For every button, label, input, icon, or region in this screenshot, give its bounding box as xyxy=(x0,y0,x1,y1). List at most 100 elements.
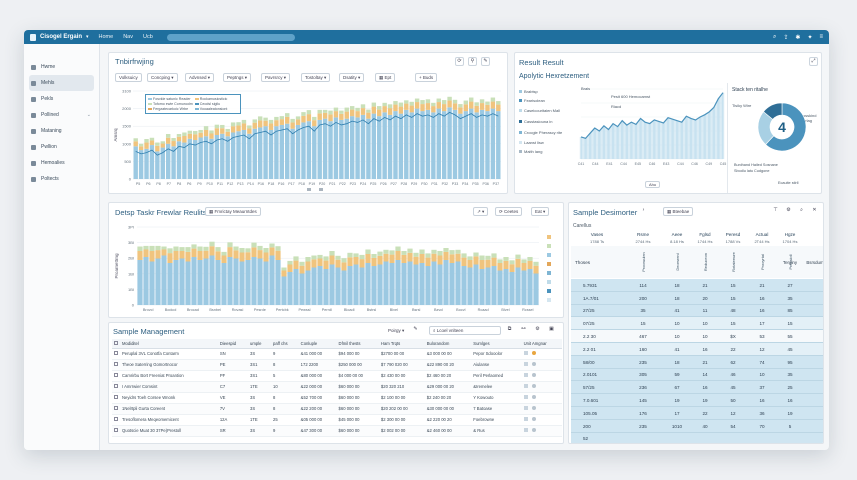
column-header[interactable]: Ham Trqts xyxy=(378,339,425,349)
table-row[interactable]: Neyidrs Toeh Corsee Wnonk VE 3S 8 &52 700 00… xyxy=(112,392,562,404)
beebae-button[interactable]: ▦ Bteebae xyxy=(663,207,694,216)
row-action-icon[interactable] xyxy=(523,417,528,421)
global-search-input[interactable] xyxy=(166,33,295,41)
search-icon[interactable]: ⌕ xyxy=(773,33,777,40)
row-checkbox[interactable] xyxy=(112,403,120,415)
column-header[interactable]: Peresd xyxy=(725,232,741,237)
table-row[interactable]: Tresoflomera Meqeomemicent 12A 1TE 25 &05 00… xyxy=(112,414,562,426)
column-header[interactable]: paff chs xyxy=(270,339,299,349)
refresh-icon[interactable]: ⟳ xyxy=(455,57,464,66)
toolbar-concping-dropdown[interactable]: Concping ▾ xyxy=(147,73,178,82)
row-action-icon[interactable] xyxy=(523,384,528,388)
row-checkbox[interactable] xyxy=(112,370,120,382)
table-row[interactable]: I Amrrwier Comsint C7 1TE 10 &22 000 00 $60 0… xyxy=(112,381,562,393)
table-row[interactable]: Theoe Saterring Gomortnocor PE 3S1 8 172 220… xyxy=(112,359,562,371)
row-checkbox[interactable] xyxy=(112,348,120,360)
nav-link-home[interactable]: Home xyxy=(98,34,114,40)
toolbar-buds-button[interactable]: + Buds xyxy=(415,73,438,82)
sidebar-item-metrics[interactable]: Mehls xyxy=(29,75,94,91)
delete-icon[interactable]: ▣ xyxy=(547,326,556,335)
table-row[interactable]: Peruplal 3VL Conotfa Contarm SN 3S 9 &41 000… xyxy=(112,348,562,360)
column-header[interactable]: Vases xyxy=(590,232,604,237)
column-header[interactable]: Hgze xyxy=(784,232,796,237)
column-header[interactable]: Dieespid xyxy=(217,339,249,349)
sidebar-item-pavilion[interactable]: Pwllion xyxy=(24,139,99,155)
row-action-icon[interactable] xyxy=(523,373,528,377)
chart-footer-button[interactable]: Ahu xyxy=(645,181,661,188)
filter-dropdown[interactable]: ▦ Fmrictay Meaurntdes xyxy=(205,207,261,216)
row-action-icon[interactable] xyxy=(523,351,528,355)
column-header[interactable]: Unit Amgnar xyxy=(521,339,562,349)
table-row[interactable] xyxy=(571,330,823,343)
sidebar-item-anomalies[interactable]: Hemoalies xyxy=(24,155,99,171)
menu-icon[interactable]: ≡ xyxy=(819,34,823,40)
toolbar-peptngs-dropdown[interactable]: Peptngs ▾ xyxy=(223,73,252,82)
column-header[interactable]: Fglsd xyxy=(699,232,711,237)
column-header[interactable]: Aeee xyxy=(671,232,683,237)
row-checkbox[interactable] xyxy=(112,414,120,426)
table-row[interactable] xyxy=(571,343,823,356)
row-checkbox[interactable] xyxy=(112,392,120,404)
chevron-right-icon[interactable]: › xyxy=(639,207,648,216)
sidebar-item-projects[interactable]: Poltects xyxy=(24,171,99,187)
sidebar-item-home[interactable]: Hwme xyxy=(24,59,99,75)
table-row[interactable] xyxy=(571,291,823,305)
table-row[interactable]: Quotscie Muat 30 37Pe)Prestoll SR 3S 9 &47 3… xyxy=(112,425,562,437)
row-action-icon[interactable] xyxy=(523,395,528,399)
table-row[interactable] xyxy=(571,432,823,443)
column-header[interactable]: Actual xyxy=(755,232,769,237)
export-button[interactable]: Eat ▾ xyxy=(531,207,550,216)
toolbar-advanced-dropdown[interactable]: Advnsed ▾ xyxy=(185,73,215,82)
row-action-icon[interactable] xyxy=(523,362,528,366)
toolbar-pavrsrcy-dropdown[interactable]: Pavrsrcy ▾ xyxy=(261,73,291,82)
copy-icon[interactable]: ⧉ xyxy=(505,326,514,335)
table-row[interactable] xyxy=(571,304,823,318)
table-row[interactable] xyxy=(571,407,823,420)
table-row[interactable] xyxy=(571,368,823,382)
nav-link-nav[interactable]: Nav xyxy=(123,34,133,40)
settings-icon[interactable]: ⚙ xyxy=(533,326,542,335)
settings-icon[interactable]: ✱ xyxy=(795,34,801,41)
chevron-down-icon[interactable]: ⌄ xyxy=(86,112,91,118)
expand-icon[interactable]: ⤢ xyxy=(809,57,818,66)
filter-icon[interactable]: ⊤ xyxy=(771,207,780,216)
pin-icon[interactable]: ⚲ xyxy=(468,57,477,66)
table-row[interactable] xyxy=(571,279,823,292)
app-switcher-chevron-icon[interactable]: ▾ xyxy=(86,34,89,40)
columns-button[interactable]: ⟳ Ceetes xyxy=(495,207,523,216)
table-row[interactable] xyxy=(571,317,823,331)
search-icon[interactable]: ⌕ xyxy=(797,207,806,216)
sidebar-item-pipeline[interactable]: Pollined ⌄ xyxy=(24,107,99,123)
share-icon[interactable]: ⇪ xyxy=(783,34,789,41)
toolbar-dsatity-dropdown[interactable]: Dsatity ▾ xyxy=(339,73,365,82)
edit-icon[interactable]: ✎ xyxy=(481,57,490,66)
sidebar-item-monitor[interactable]: Mataning xyxy=(24,123,99,139)
toolbar-volatility-button[interactable]: Volksuicy xyxy=(115,73,142,82)
row-checkbox[interactable] xyxy=(112,381,120,393)
toolbar-export-button[interactable]: ▦ Ept xyxy=(375,73,396,82)
settings-icon[interactable]: ⚙ xyxy=(784,207,793,216)
link-icon[interactable]: ⚯ xyxy=(519,326,528,335)
row-checkbox[interactable] xyxy=(112,359,120,371)
close-icon[interactable]: ✕ xyxy=(810,207,819,216)
row-action-icon[interactable] xyxy=(523,428,528,432)
column-header[interactable]: Rsme xyxy=(637,232,649,237)
column-header[interactable]: Sumlges xyxy=(471,339,522,349)
column-header[interactable]: Modiditel xyxy=(120,339,218,349)
select-all-checkbox[interactable] xyxy=(112,339,120,349)
column-header[interactable]: umple xyxy=(248,339,271,349)
column-header[interactable]: Bulorandom xyxy=(424,339,472,349)
view-dropdown[interactable]: ↗ ▾ xyxy=(473,207,489,216)
local-search-input[interactable]: ⌕ Lcoel vnlteen xyxy=(429,326,501,335)
sidebar-item-pages[interactable]: Pekls xyxy=(24,91,99,107)
row-checkbox[interactable] xyxy=(112,425,120,437)
edit-icon[interactable]: ✎ xyxy=(411,326,420,335)
column-header[interactable]: Conluple xyxy=(298,339,337,349)
row-action-icon[interactable] xyxy=(523,406,528,410)
policy-dropdown[interactable]: Poirgy ▾ xyxy=(385,326,408,335)
table-row[interactable]: 1Nelrtpli Gurta Coreent 7V 3S 8 &22 200 00 $6… xyxy=(112,403,562,415)
nav-link-ucb[interactable]: Ucb xyxy=(142,34,153,40)
table-row[interactable] xyxy=(571,394,823,407)
column-header[interactable]: Dfmil thests xyxy=(336,339,379,349)
twitter-icon[interactable]: ✦ xyxy=(807,34,813,41)
